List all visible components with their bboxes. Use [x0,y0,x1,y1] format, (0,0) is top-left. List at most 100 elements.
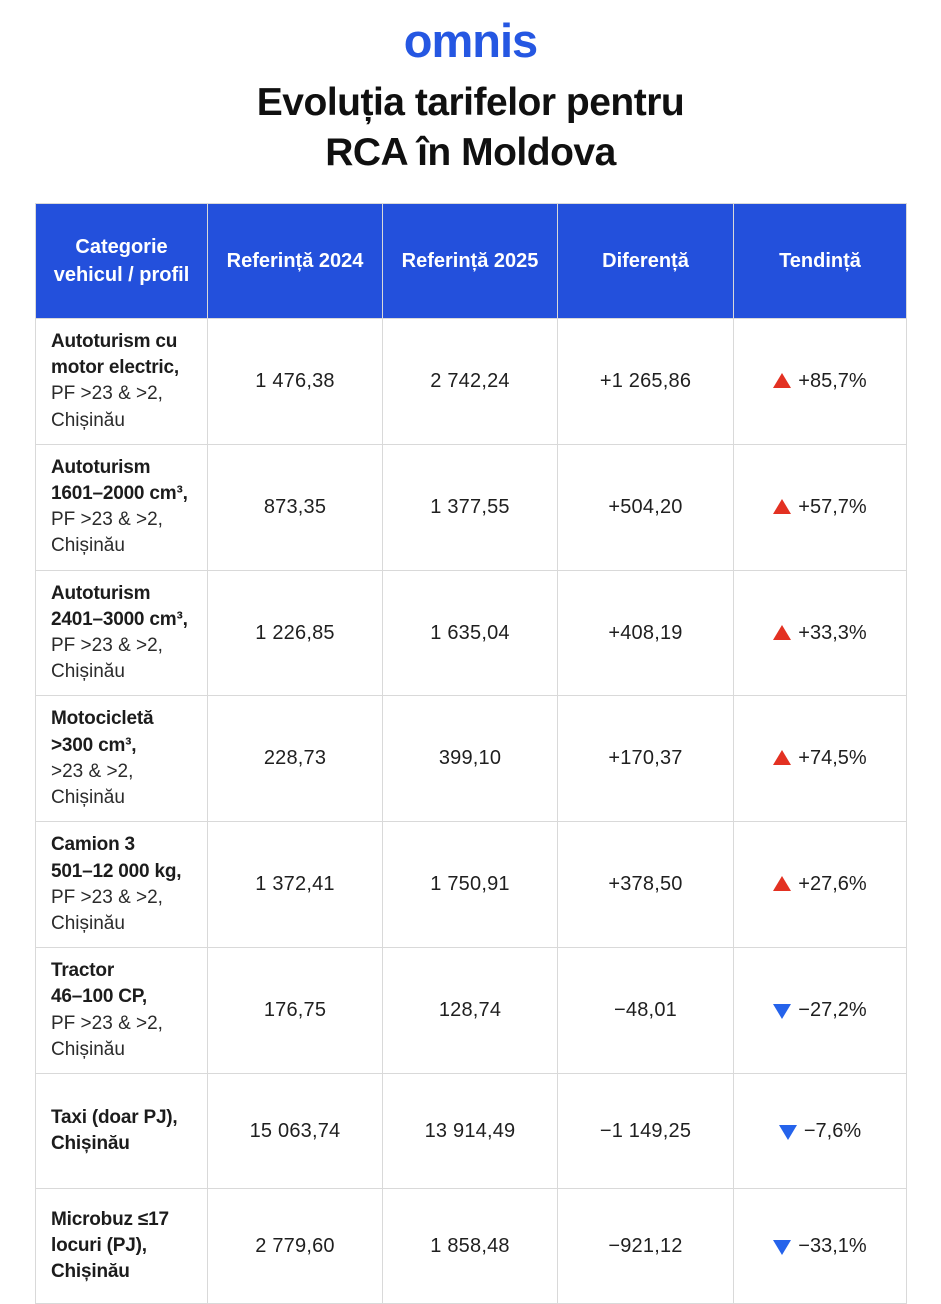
category-cell: Taxi (doar PJ), Chișinău [35,1073,208,1190]
category-cell: Motocicletă >300 cm³, >23 & >2, Chișinău [35,695,208,823]
table-row: Camion 3 501–12 000 kg, PF >23 & >2, Chișin… [35,821,907,949]
trend-cell: +27,6% [733,821,907,949]
trend-cell: +33,3% [733,569,907,697]
category-line: Motocicletă [51,708,154,730]
table-row: Autoturism 2401–3000 cm³, PF >23 & >2, Chiș… [35,569,907,697]
category-line: Chișinău [51,409,125,431]
ref-2025-cell: 1 858,48 [382,1188,558,1304]
header-trend: Tendință [733,202,907,319]
category-line: 1601–2000 cm³, [51,482,188,504]
category-line: Autoturism [51,456,151,478]
category-line: Chișinău [51,661,125,683]
table-row: Autoturism cu motor electric, PF >23 & >2,… [35,317,907,445]
table-header: Categorie vehicul / profil Referință 202… [35,202,907,319]
category-line: Microbuz ≤17 [51,1208,169,1230]
ref-2024-cell: 2 779,60 [207,1188,383,1304]
category-line: 501–12 000 kg, [51,860,182,882]
page-title-line2: RCA în Moldova [325,130,616,174]
category-line: Taxi (doar PJ), [51,1106,178,1128]
category-cell: Camion 3 501–12 000 kg, PF >23 & >2, Chișin… [35,821,208,949]
trend-up-icon [773,372,792,388]
omnis-logo: omnis [403,14,538,67]
trend-up-icon [773,876,792,892]
ref-2025-cell: 1 377,55 [382,443,558,571]
ref-2025-cell: 1 750,91 [382,821,558,949]
category-line: Chișinău [51,787,125,809]
category-cell: Autoturism 1601–2000 cm³, PF >23 & >2, Chiș… [35,443,208,571]
trend-value: +57,7% [798,495,867,518]
category-line: motor electric, [51,357,179,379]
table-row: Motocicletă >300 cm³, >23 & >2, Chișinău 228… [35,695,907,823]
header-ref-2025: Referință 2025 [382,202,558,319]
category-line: locuri (PJ), [51,1235,147,1256]
category-line: 2401–3000 cm³, [51,608,188,630]
trend-value: +85,7% [798,369,867,392]
header-category: Categorie vehicul / profil [35,202,208,319]
ref-2024-cell: 1 476,38 [207,317,383,445]
difference-cell: −921,12 [557,1188,734,1304]
difference-cell: −48,01 [557,947,734,1075]
trend-value: +74,5% [798,747,867,770]
difference-cell: +378,50 [557,821,734,949]
tariff-table: Categorie vehicul / profil Referință 202… [35,202,907,1304]
trend-down-icon [778,1124,797,1140]
category-line: Camion 3 [51,834,135,856]
category-cell: Autoturism 2401–3000 cm³, PF >23 & >2, Chiș… [35,569,208,697]
category-line: Chișinău [51,535,125,557]
difference-cell: +170,37 [557,695,734,823]
ref-2024-cell: 176,75 [207,947,383,1075]
category-cell: Tractor 46–100 CP, PF >23 & >2, Chișinău [35,947,208,1075]
trend-up-icon [773,624,792,640]
ref-2025-cell: 13 914,49 [382,1073,558,1190]
ref-2025-cell: 128,74 [382,947,558,1075]
ref-2025-cell: 2 742,24 [382,317,558,445]
table-row: Microbuz ≤17 locuri (PJ), Chișinău 2 779,60… [35,1188,907,1304]
table-row: Tractor 46–100 CP, PF >23 & >2, Chișinău 176… [35,947,907,1075]
header-difference: Diferență [557,202,734,319]
trend-value: +33,3% [798,621,867,644]
category-line: Tractor [51,960,115,982]
category-line: >23 & >2, [51,760,134,782]
page-title-line1: Evoluția tarifelor pentru [256,81,685,125]
trend-cell: +85,7% [733,317,907,445]
trend-cell: −27,2% [733,947,907,1075]
ref-2025-cell: 1 635,04 [382,569,558,697]
trend-value: −27,2% [798,999,867,1022]
ref-2024-cell: 1 372,41 [207,821,383,949]
table-row: Autoturism 1601–2000 cm³, PF >23 & >2, Chiș… [35,443,907,571]
category-line: PF >23 & >2, [51,509,163,531]
table-row: Taxi (doar PJ), Chișinău 15 063,74 13 914,4… [35,1073,907,1190]
category-line: PF >23 & >2, [51,383,163,405]
category-line: Chișinău [51,1038,125,1060]
header-ref-2024: Referință 2024 [207,202,383,319]
trend-up-icon [773,750,792,766]
difference-cell: +408,19 [557,569,734,697]
difference-cell: −1 149,25 [557,1073,734,1190]
trend-value: −7,6% [803,1119,862,1142]
ref-2024-cell: 228,73 [207,695,383,823]
difference-cell: +1 265,86 [557,317,734,445]
category-line: PF >23 & >2, [51,886,163,908]
trend-cell: +57,7% [733,443,907,571]
ref-2024-cell: 1 226,85 [207,569,383,697]
trend-down-icon [773,1004,792,1020]
trend-value: +27,6% [798,873,867,896]
category-line: PF >23 & >2, [51,1012,163,1034]
table-header-row: Categorie vehicul / profil Referință 202… [35,202,907,319]
page-title: Evoluția tarifelor pentru RCA în Moldova [0,78,941,178]
ref-2025-cell: 399,10 [382,695,558,823]
category-line: Autoturism cu [51,330,178,352]
trend-cell: −33,1% [733,1188,907,1304]
ref-2024-cell: 15 063,74 [207,1073,383,1190]
category-cell: Microbuz ≤17 locuri (PJ), Chișinău [35,1188,208,1304]
ref-2024-cell: 873,35 [207,443,383,571]
trend-cell: −7,6% [733,1073,907,1190]
category-line: Chișinău [51,1261,130,1283]
category-line: Chișinău [51,913,125,935]
category-line: >300 cm³, [51,734,137,756]
category-line: 46–100 CP, [51,986,147,1008]
difference-cell: +504,20 [557,443,734,571]
category-line: Autoturism [51,582,151,604]
category-line: PF >23 & >2, [51,635,163,657]
